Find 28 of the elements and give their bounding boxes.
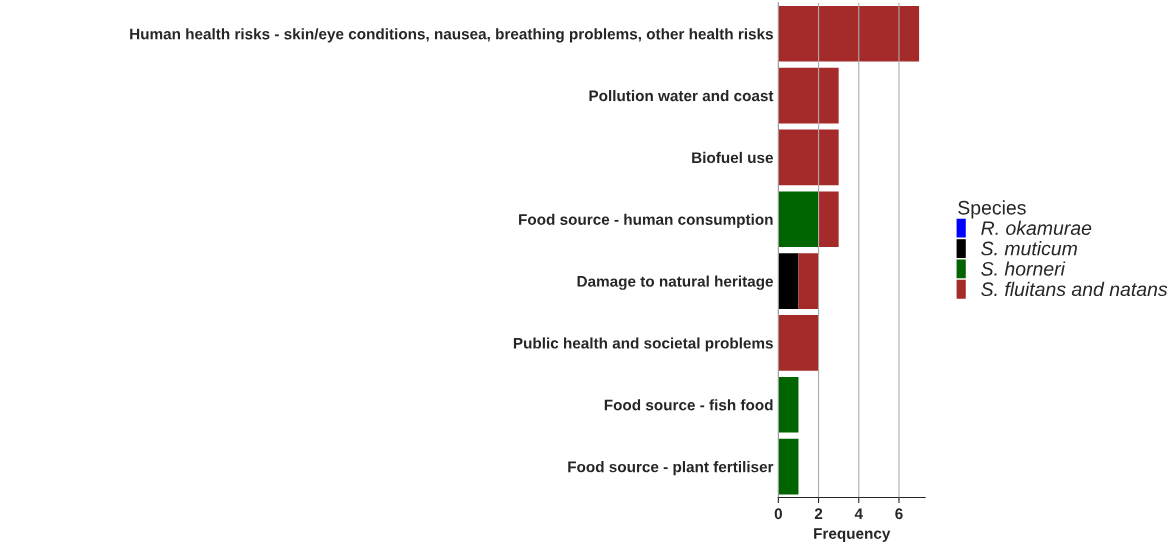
bar bbox=[778, 67, 839, 124]
bar bbox=[778, 253, 799, 309]
bar bbox=[778, 5, 920, 62]
bar bbox=[818, 191, 839, 248]
y-tick-label: Damage to natural heritage bbox=[577, 275, 773, 290]
y-tick-label: Food source - human consumption bbox=[519, 213, 773, 228]
bar bbox=[778, 191, 819, 248]
bar bbox=[778, 315, 819, 371]
legend-label: R. okamurae bbox=[981, 220, 1092, 235]
legend-label: S. fluitans and natans bbox=[981, 281, 1168, 297]
x-tick-label: 0 bbox=[774, 508, 782, 520]
x-tick-label: 6 bbox=[895, 508, 903, 520]
legend-title: Species bbox=[958, 200, 1026, 219]
y-tick-label: Food source - plant fertiliser bbox=[568, 461, 774, 476]
y-tick-label: Biofuel use bbox=[692, 151, 773, 164]
y-tick-label: Pollution water and coast bbox=[589, 90, 774, 102]
bar bbox=[778, 129, 839, 186]
x-tick-label: 2 bbox=[814, 508, 823, 519]
y-tick-label: Public health and societal problems bbox=[513, 337, 773, 352]
bar bbox=[778, 438, 799, 495]
legend-label: S. horneri bbox=[981, 261, 1066, 276]
bar bbox=[798, 253, 819, 309]
y-tick-label: Human health risks - skin/eye conditions, nausea, breathing problems, other health risks bbox=[130, 28, 773, 43]
x-tick-label: 4 bbox=[854, 508, 863, 519]
y-tick-label: Food source - fish food bbox=[604, 399, 773, 411]
bar bbox=[778, 376, 799, 433]
x-axis-title: Frequency bbox=[814, 528, 891, 542]
legend-label: S. muticum bbox=[981, 241, 1077, 256]
